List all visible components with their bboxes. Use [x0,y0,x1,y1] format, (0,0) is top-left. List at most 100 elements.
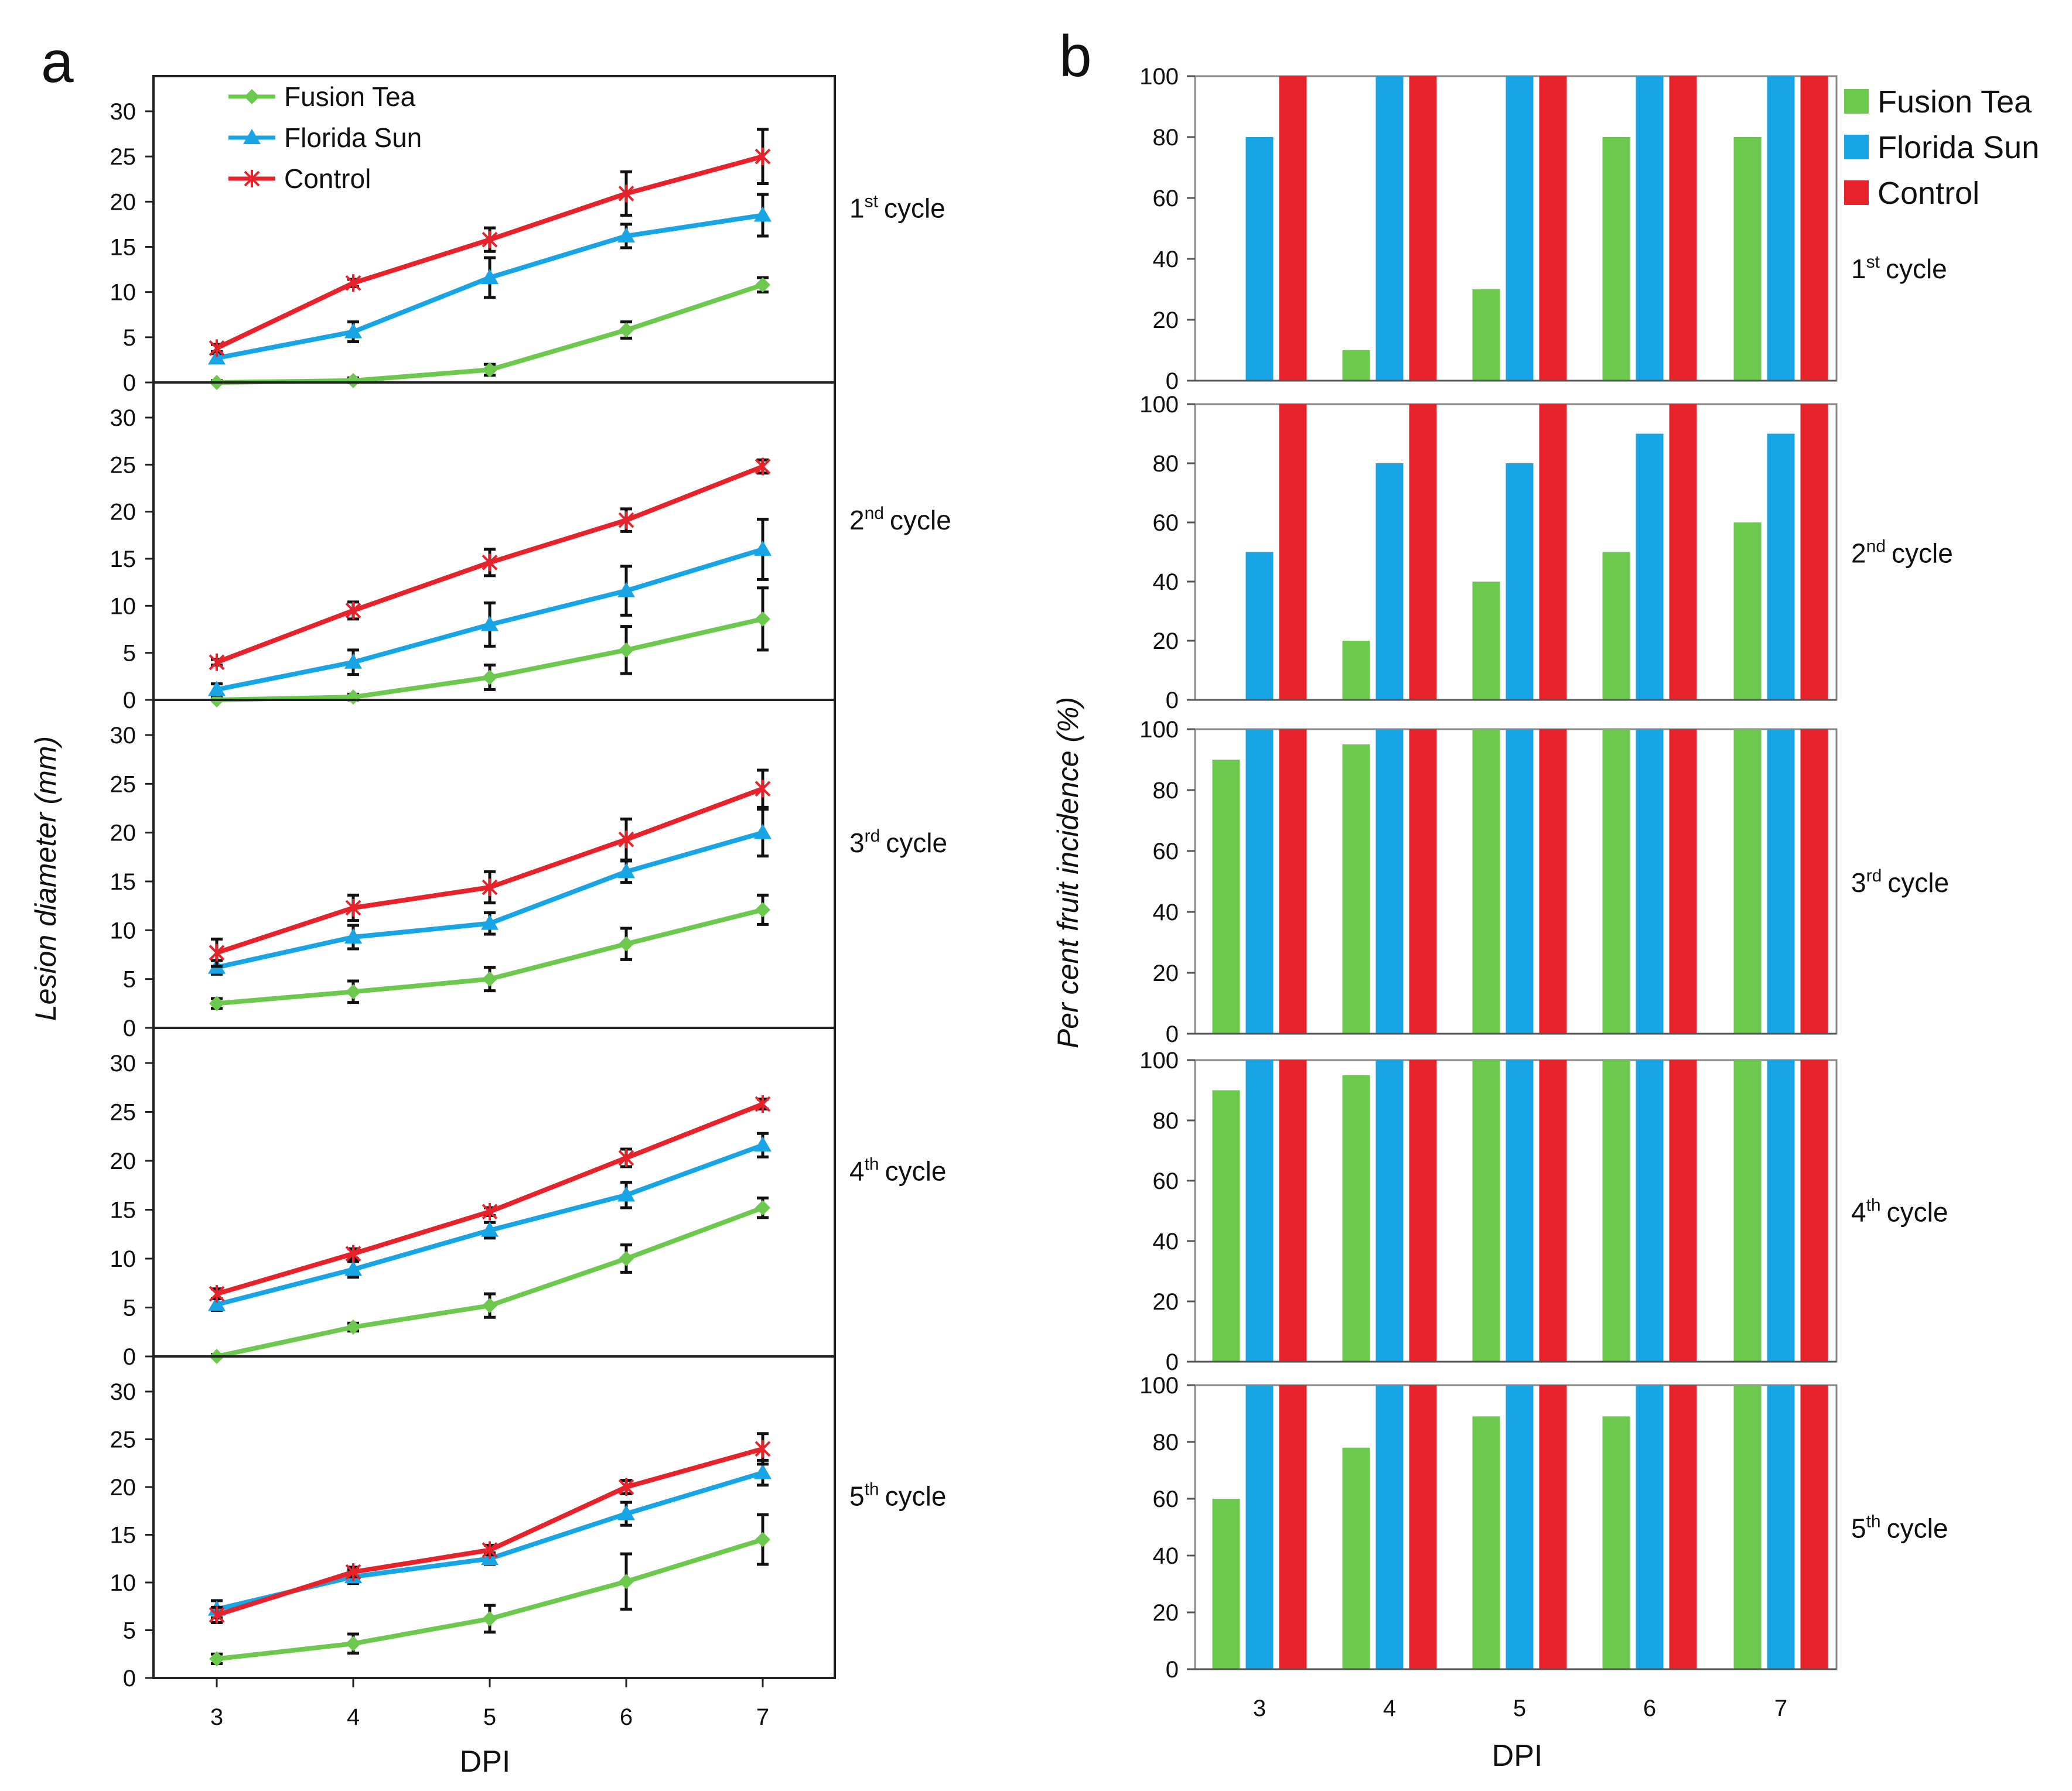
y-tick-label: 10 [110,1246,136,1272]
cycle-label-b-5: 5th cycle [1851,1512,1948,1544]
y-axis-label-a: Lesion diameter (mm) [29,736,62,1021]
x-tick-label: 6 [620,1704,633,1730]
bar-subplot-cycle-5: 0 20 40 60 80 100 5th cycle [1139,1373,1948,1683]
data-point-star [209,653,225,671]
bar-florida-sun [1636,433,1664,700]
bar-control [1539,404,1567,700]
y-tick-label: 0 [123,1344,136,1370]
data-point-diamond [346,689,361,705]
y-tick-label: 80 [1153,125,1179,151]
y-tick-label: 80 [1153,451,1179,477]
data-point-triangle [344,653,362,669]
bar-fusion-tea [1342,350,1370,381]
y-tick-label: 20 [1153,961,1179,986]
x-tick-label: 4 [347,1704,360,1730]
data-point-star [755,1095,771,1113]
panel-b-label: b [1059,23,1092,89]
data-point-triangle [617,582,635,597]
data-point-triangle [481,914,499,930]
data-point-star [755,457,771,476]
data-point-triangle [754,540,772,556]
data-point-diamond [482,362,497,378]
bar-control [1279,1060,1307,1362]
bar-florida-sun [1506,463,1534,700]
data-point-star [209,944,225,962]
cycle-word: cycle [885,1156,947,1187]
y-tick-label: 10 [110,918,136,944]
y-tick-label: 0 [123,1666,136,1691]
data-point-star [209,1606,225,1624]
data-point-diamond [346,984,361,1000]
bar-florida-sun [1245,1060,1274,1362]
cycle-superscript: nd [865,504,884,523]
data-point-diamond [619,1574,634,1590]
x-tick-label: 7 [1774,1696,1787,1721]
y-tick-label: 80 [1153,1108,1179,1134]
series-line-control [216,1446,764,1618]
cycle-superscript: st [1866,252,1880,272]
y-tick-label: 15 [110,546,136,572]
y-tick-label: 10 [110,593,136,619]
y-tick-label: 100 [1139,717,1179,743]
bar-subplot-cycle-3: 0 20 40 60 80 100 3rd cycle [1139,717,1949,1047]
bar-control [1669,404,1697,700]
bar-control [1800,404,1828,700]
cycle-number: 3 [849,828,865,858]
bar-fusion-tea [1733,137,1762,381]
bar-control [1409,729,1437,1034]
y-tick-label: 0 [1166,1021,1179,1047]
legend-marker-star [244,170,260,187]
data-point-diamond [209,1651,224,1667]
bar-fusion-tea [1212,760,1240,1034]
y-tick-label: 0 [1166,688,1179,713]
bar-control [1800,729,1828,1034]
bar-control [1800,76,1828,381]
data-point-diamond [755,1532,770,1547]
cycle-number: 3 [1851,867,1866,898]
cycle-number: 4 [849,1156,865,1187]
bar-control [1409,1060,1437,1362]
data-point-diamond [346,372,361,388]
bar-florida-sun [1245,552,1274,700]
y-tick-label: 100 [1139,64,1179,90]
y-tick-label: 20 [1153,1600,1179,1626]
y-tick-label: 20 [110,1149,136,1174]
data-point-triangle [344,928,362,944]
legend-label: Florida Sun [1878,130,2039,165]
cycle-number: 2 [1851,538,1866,569]
y-tick-label: 0 [123,370,136,396]
data-point-diamond [346,1319,361,1335]
data-point-diamond [482,669,497,685]
data-point-triangle [481,616,499,631]
bar-fusion-tea [1472,289,1500,381]
data-point-diamond [619,322,634,338]
y-axis-label-b: Per cent fruit incidence (%) [1052,697,1084,1048]
bar-fusion-tea [1733,1060,1762,1362]
data-point-triangle [754,1464,772,1479]
bar-florida-sun [1767,1060,1795,1362]
y-tick-label: 80 [1153,1430,1179,1455]
cycle-number: 2 [849,505,865,535]
data-point-diamond [755,277,770,293]
y-tick-label: 10 [110,1570,136,1596]
data-point-triangle [754,206,772,222]
data-point-triangle [208,1296,226,1311]
bar-control [1279,1385,1307,1669]
bar-control [1279,404,1307,700]
data-point-star [482,231,498,249]
bar-control [1669,729,1697,1034]
data-point-star [482,1541,498,1559]
y-tick-label: 25 [110,1100,136,1126]
y-tick-label: 20 [110,1475,136,1501]
legend-label: Fusion Tea [284,81,416,112]
y-tick-label: 20 [1153,307,1179,333]
bar-fusion-tea [1342,1447,1370,1669]
x-axis-label-a: DPI [460,1745,511,1779]
y-tick-label: 25 [110,452,136,478]
data-point-triangle [481,268,499,284]
cycle-word: cycle [1892,538,1953,569]
bar-florida-sun [1767,729,1795,1034]
x-tick-label: 7 [756,1704,769,1730]
cycle-number: 4 [1851,1197,1866,1228]
